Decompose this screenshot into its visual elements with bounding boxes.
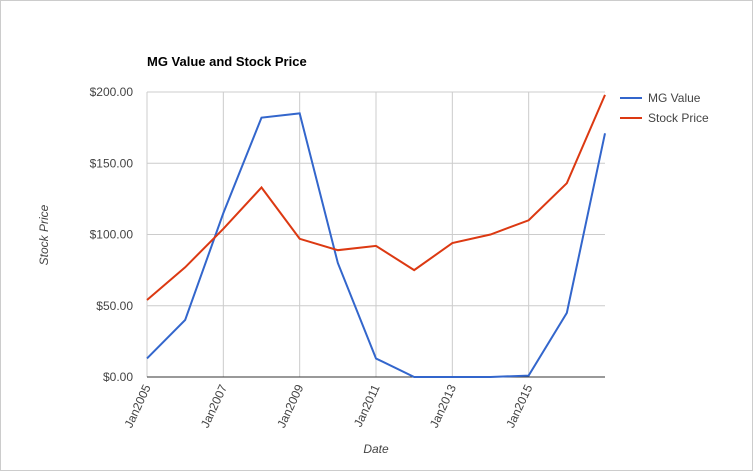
y-tick-label: $150.00 xyxy=(90,156,134,170)
y-tick-label: $200.00 xyxy=(90,85,134,99)
y-tick-label: $0.00 xyxy=(103,370,133,384)
legend-label: MG Value xyxy=(648,91,701,105)
line-series xyxy=(146,94,606,301)
legend-label: Stock Price xyxy=(648,111,709,125)
y-axis-title: Stock Price xyxy=(37,204,51,265)
y-tick-label: $50.00 xyxy=(96,299,133,313)
x-axis-title: Date xyxy=(363,442,389,456)
chart-title: MG Value and Stock Price xyxy=(147,54,307,69)
line-series xyxy=(146,112,606,378)
y-tick-label: $100.00 xyxy=(90,228,134,242)
